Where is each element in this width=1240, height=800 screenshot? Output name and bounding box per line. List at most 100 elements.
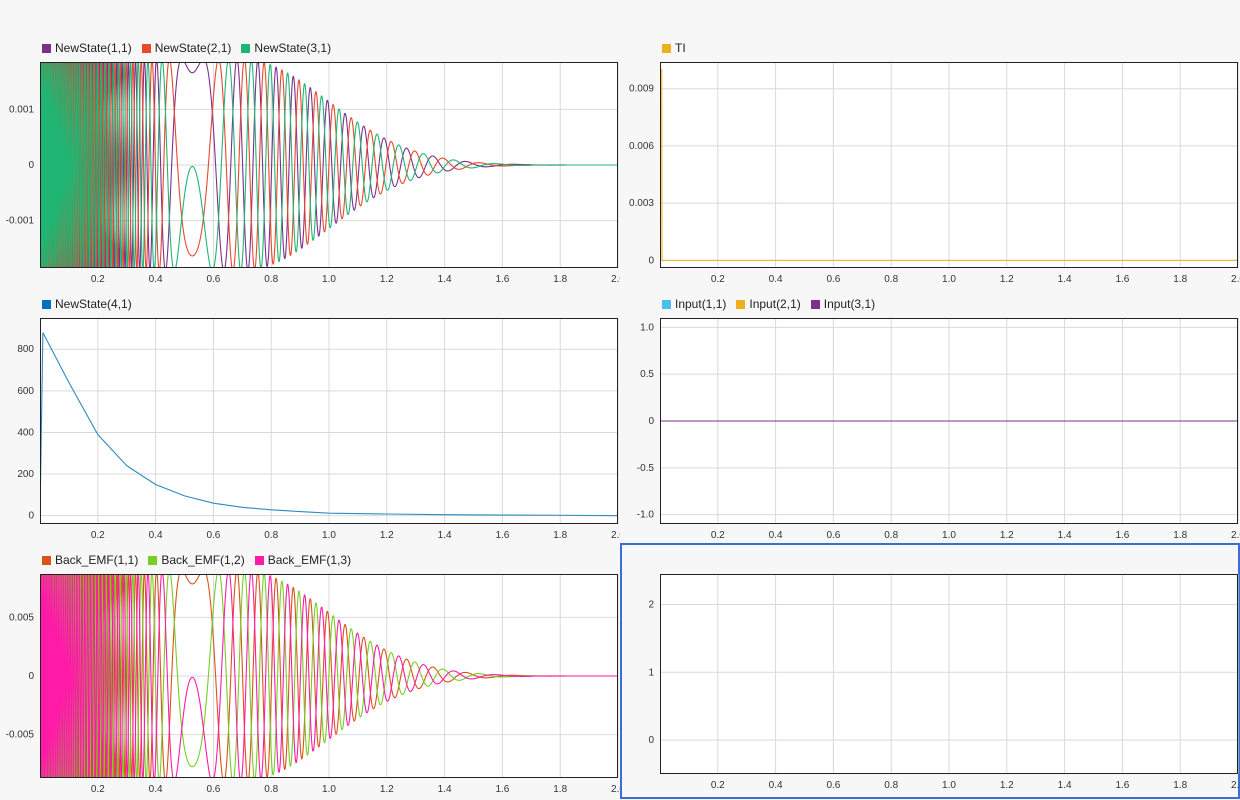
x-tick-label: 1.0: [322, 784, 336, 795]
scope-panel-empty-selected[interactable]: 0.2 0.4 0.6 0.8 1.0 1.2 1.4 1.6 1.8 2.0 2 1 0: [620, 543, 1240, 799]
y-tick-label: 0.003: [629, 198, 654, 209]
y-tick-label: 800: [17, 344, 34, 355]
y-tick-label: 0: [28, 671, 34, 682]
legend-swatch: [42, 555, 51, 565]
legend-item[interactable]: Input(1,1): [662, 297, 726, 311]
plot-area[interactable]: 0.2 0.4 0.6 0.8 1.0 1.2 1.4 1.6 1.8 2.0 2 1 0: [620, 572, 1240, 796]
y-tick-label: 0.005: [9, 612, 34, 623]
legend-item[interactable]: Input(3,1): [810, 297, 875, 311]
x-tick-label: 1.2: [1000, 530, 1014, 541]
legend-label: TI: [675, 41, 686, 55]
legend-item[interactable]: NewState(2,1): [141, 41, 232, 55]
scope-panel-newstate-1-3[interactable]: NewState(1,1) NewState(2,1) NewState(3,1…: [0, 38, 620, 288]
y-tick-label: -1.0: [637, 510, 655, 521]
legend-label: NewState(2,1): [154, 41, 232, 55]
y-tick-label: 600: [17, 386, 34, 397]
y-tick-label: 1: [648, 667, 654, 678]
legend-item[interactable]: Input(2,1): [736, 297, 801, 311]
legend-label: Back_EMF(1,2): [161, 553, 245, 567]
x-tick-label: 1.0: [322, 274, 336, 285]
plot-border: [40, 318, 618, 524]
x-tick-label: 2.0: [1231, 530, 1240, 541]
x-tick-label: 0.6: [206, 784, 220, 795]
plot-area[interactable]: 0.2 0.4 0.6 0.8 1.0 1.2 1.4 1.6 1.8 2.0 0.001 0 -0.0…: [0, 60, 620, 290]
x-tick-label: 0.6: [206, 274, 220, 285]
plot-area[interactable]: 0.2 0.4 0.6 0.8 1.0 1.2 1.4 1.6 1.8 2.0 0.009 0.006…: [620, 60, 1240, 290]
x-tick-label: 1.0: [322, 530, 336, 541]
x-tick-label: 0.2: [91, 530, 105, 541]
legend: NewState(4,1): [42, 296, 132, 312]
y-tick-label: 0: [648, 735, 654, 746]
x-tick-label: 0.6: [206, 530, 220, 541]
x-tick-label: 0.2: [711, 274, 725, 285]
x-tick-label: 1.4: [1058, 274, 1072, 285]
legend-label: NewState(3,1): [254, 41, 332, 55]
y-tick-label: 0: [648, 255, 654, 266]
series-line: [40, 62, 618, 268]
legend: Input(1,1) Input(2,1) Input(3,1): [662, 296, 875, 312]
x-tick-label: 1.6: [1115, 274, 1129, 285]
plot-border: [40, 62, 618, 268]
x-tick-label: 2.0: [611, 530, 620, 541]
x-tick-label: 1.6: [495, 530, 509, 541]
legend-swatch: [241, 43, 251, 53]
x-tick-label: 0.4: [149, 784, 163, 795]
legend-swatch: [254, 555, 264, 565]
x-tick-label: 0.4: [769, 274, 783, 285]
legend-swatch: [662, 43, 671, 53]
legend-item[interactable]: Back_EMF(1,1): [42, 553, 138, 567]
x-tick-label: 0.2: [91, 274, 105, 285]
plot-border: [660, 62, 1238, 268]
scope-panel-ti[interactable]: TI 0.20.40.60.81.01.21.41.61.82.00.0090.…: [620, 38, 1240, 288]
scope-panel-back-emf[interactable]: Back_EMF(1,1) Back_EMF(1,2) Back_EMF(1,3…: [0, 550, 620, 800]
y-tick-label: 0: [28, 511, 34, 522]
x-tick-label: 1.4: [1058, 780, 1072, 791]
legend-swatch: [42, 299, 51, 309]
legend-item[interactable]: NewState(3,1): [241, 41, 331, 55]
x-tick-label: 1.8: [553, 784, 567, 795]
x-tick-label: 0.2: [91, 784, 105, 795]
x-tick-label: 1.4: [1058, 530, 1072, 541]
x-tick-label: 0.6: [826, 780, 840, 791]
legend-swatch: [141, 43, 151, 53]
y-tick-label: -0.005: [6, 730, 35, 741]
x-tick-label: 1.8: [553, 274, 567, 285]
x-tick-label: 1.6: [1115, 780, 1129, 791]
x-tick-label: 0.4: [149, 530, 163, 541]
x-tick-label: 0.4: [149, 274, 163, 285]
legend-label: Back_EMF(1,1): [55, 553, 139, 567]
legend-label: NewState(4,1): [55, 297, 132, 311]
x-tick-label: 2.0: [1231, 780, 1240, 791]
legend-item[interactable]: Back_EMF(1,3): [254, 553, 352, 567]
x-tick-label: 1.2: [380, 274, 394, 285]
legend-item[interactable]: NewState(4,1): [42, 297, 132, 311]
legend-item[interactable]: NewState(1,1): [42, 41, 132, 55]
x-tick-label: 1.0: [942, 780, 956, 791]
x-tick-label: 1.2: [1000, 780, 1014, 791]
legend-swatch: [42, 43, 51, 53]
legend-swatch: [148, 555, 158, 565]
y-tick-label: 0.5: [640, 369, 654, 380]
plot-area[interactable]: 0.2 0.4 0.6 0.8 1.0 1.2 1.4 1.6 1.8 2.0 1.0 0.5 0 -0.…: [620, 316, 1240, 546]
plot-area[interactable]: 0.2 0.4 0.6 0.8 1.0 1.2 1.4 1.6 1.8 2.0 800 600 400 2…: [0, 316, 620, 546]
y-tick-label: 0: [28, 160, 34, 171]
series-line: [40, 574, 618, 778]
x-tick-label: 1.2: [380, 530, 394, 541]
plot-area[interactable]: 0.2 0.4 0.6 0.8 1.0 1.2 1.4 1.6 1.8 2.0 0.005 0 -0.0…: [0, 572, 620, 800]
legend-label: Back_EMF(1,3): [267, 553, 352, 567]
x-tick-label: 1.6: [1115, 530, 1129, 541]
x-tick-label: 0.8: [264, 784, 278, 795]
scope-panel-newstate-4[interactable]: NewState(4,1) 0.2 0.4 0.6 0.8 1.0 1.2 1.4 1.6 1.…: [0, 294, 620, 544]
legend: Back_EMF(1,1) Back_EMF(1,2) Back_EMF(1,3…: [42, 552, 351, 568]
x-tick-label: 0.8: [884, 780, 898, 791]
legend: TI: [662, 40, 686, 56]
y-tick-label: 1.0: [640, 322, 654, 333]
x-tick-label: 1.0: [942, 274, 956, 285]
legend-item[interactable]: TI: [662, 41, 686, 55]
x-tick-label: 2.0: [611, 274, 620, 285]
series-line: [40, 62, 618, 268]
x-tick-label: 2.0: [611, 784, 620, 795]
x-tick-label: 0.8: [264, 274, 278, 285]
scope-panel-input[interactable]: Input(1,1) Input(2,1) Input(3,1) 0.2 0.4 0…: [620, 294, 1240, 544]
legend-item[interactable]: Back_EMF(1,2): [148, 553, 245, 567]
